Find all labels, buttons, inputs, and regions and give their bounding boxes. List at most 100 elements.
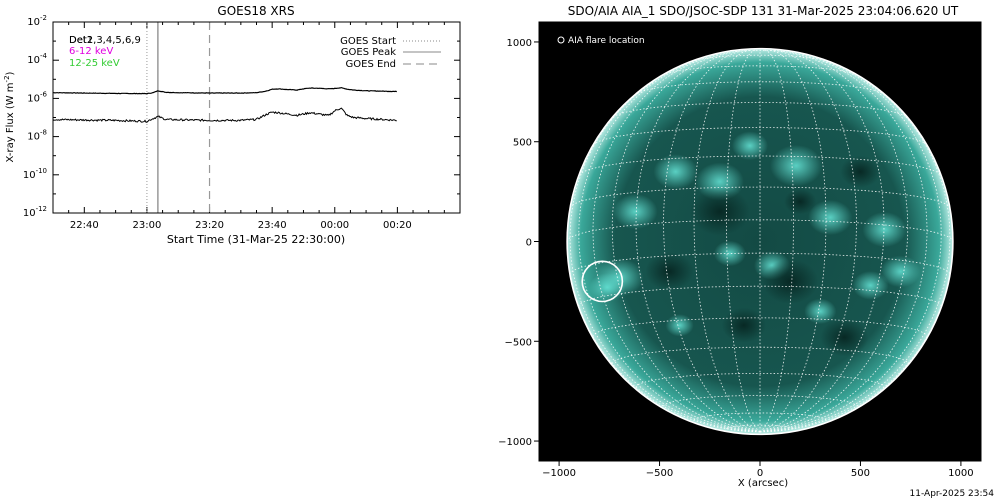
bright-region: [731, 131, 769, 161]
bright-region: [770, 144, 823, 187]
y-tick-label: 10-10: [23, 167, 47, 181]
longitude-line: [569, 81, 761, 433]
aia-y-tick-label: 0: [526, 238, 532, 249]
y-tick-label-base: 10: [23, 170, 36, 181]
flare-legend-label: AIA flare location: [568, 36, 645, 46]
goes-x-axis-label: Start Time (31-Mar-25 22:30:00): [167, 233, 345, 246]
bright-region: [613, 194, 658, 230]
goes-y-axis-label: X-ray Flux (W m-2): [3, 71, 16, 162]
aia-y-tick-label: −1000: [498, 437, 532, 448]
goes-curve-long: [53, 86, 398, 95]
x-tick-label: 23:40: [258, 220, 287, 231]
y-tick-label-exponent: -8: [40, 129, 47, 137]
bright-region: [589, 273, 626, 302]
aia-panel-title: SDO/AIA AIA_1 SDO/JSOC-SDP 131 31-Mar-20…: [568, 4, 959, 18]
y-tick-label-base: 10: [27, 132, 40, 143]
y-tick-label-base: 10: [23, 208, 36, 219]
bright-region: [665, 314, 694, 337]
bright-region: [804, 298, 837, 325]
aia-x-tick-label: 500: [851, 468, 870, 479]
longitude-line: [759, 81, 951, 433]
aia-x-tick-label: −500: [646, 468, 673, 479]
latitude-line: [636, 81, 884, 95]
longitude-line: [759, 49, 794, 433]
aia-y-tick-labels: −1000 −500 0 500 1000: [498, 38, 532, 448]
flare-legend-icon: [557, 36, 565, 44]
aia-x-tick-labels: −1000 −500 0 500 1000: [542, 468, 973, 479]
longitude-line: [759, 50, 885, 433]
goes-curves: [53, 86, 398, 123]
y-tick-label-exponent: -4: [40, 52, 48, 60]
aia-y-tick-label: 1000: [507, 38, 532, 49]
latitude-line: [578, 155, 942, 176]
latitude-line: [635, 373, 885, 388]
legend-channel-det2-overprint: Det2: [69, 35, 93, 46]
longitude-line: [566, 241, 761, 433]
bright-region: [862, 211, 907, 248]
legend-channel-12-25kev: 12-25 keV: [69, 58, 120, 69]
y-tick-label: 10-12: [23, 205, 47, 219]
legend-channel-detectors: Det1,3,4,5,6,9: [69, 35, 141, 46]
solar-features: [589, 131, 921, 357]
longitude-line: [663, 50, 761, 433]
heliographic-grid: [566, 49, 954, 433]
x-tick-label: 00:20: [383, 220, 412, 231]
y-tick-label: 10-6: [27, 90, 47, 104]
y-tick-label-base: 10: [27, 93, 40, 104]
footer-timestamp: 11-Apr-2025 23:54: [910, 489, 995, 499]
latitude-line: [735, 49, 785, 52]
legend-goes-end-label: GOES End: [346, 59, 396, 70]
x-tick-label: 23:20: [195, 220, 224, 231]
legend-channel-6-12kev: 6-12 keV: [69, 46, 113, 57]
latitude-line: [697, 54, 823, 61]
bright-region: [808, 199, 853, 236]
aia-x-axis-label: X (arcsec): [738, 478, 788, 489]
x-tick-label: 00:00: [320, 220, 349, 231]
dark-region: [689, 187, 750, 236]
longitude-line: [693, 49, 761, 433]
aia-x-tick-label: 0: [757, 468, 763, 479]
dark-region: [820, 318, 869, 357]
goes-x-tick-labels: 22:40 23:00 23:20 23:40 00:00 00:20: [70, 220, 412, 231]
y-tick-label: 10-4: [27, 52, 47, 66]
y-tick-label-base: 10: [27, 17, 40, 28]
latitude-line: [665, 65, 855, 75]
aia-tick-marks: [534, 41, 962, 466]
x-tick-label: 23:00: [133, 220, 162, 231]
goes-tick-marks: [52, 21, 461, 214]
y-tick-label-base: 10: [27, 55, 40, 66]
latitude-line: [566, 219, 954, 242]
bright-region: [653, 154, 698, 190]
flare-location-circle: [581, 260, 624, 303]
dark-region: [840, 155, 881, 188]
longitude-line: [635, 50, 761, 433]
goes-line-legend: GOES Start GOES Peak GOES End: [340, 36, 441, 70]
bright-region: [852, 271, 889, 300]
longitude-line: [759, 241, 954, 433]
dark-region: [645, 252, 694, 291]
goes-panel-title: GOES18 XRS: [217, 4, 294, 18]
goes-channel-legend: Det2 Det1,3,4,5,6,9 6-12 keV 12-25 keV: [69, 35, 141, 69]
aia-y-tick-label: 500: [513, 138, 532, 149]
bright-region: [880, 255, 921, 288]
latitude-line: [593, 127, 927, 146]
longitude-line: [726, 49, 761, 433]
dark-region: [784, 188, 817, 215]
longitude-line: [759, 53, 928, 433]
dark-region: [721, 307, 767, 343]
aia-y-tick-label: −500: [505, 337, 532, 348]
y-tick-label-exponent: -2: [40, 14, 47, 22]
longitude-line: [759, 49, 827, 433]
goes-y-axis-label-close: ): [5, 71, 16, 75]
y-tick-label-exponent: -6: [40, 90, 48, 98]
legend-goes-peak-label: GOES Peak: [341, 47, 396, 58]
latitude-line: [569, 186, 951, 208]
dark-region: [762, 259, 819, 304]
y-tick-label-exponent: -12: [36, 205, 47, 213]
y-tick-label: 10-8: [27, 129, 47, 143]
y-tick-label: 10-2: [27, 14, 47, 28]
